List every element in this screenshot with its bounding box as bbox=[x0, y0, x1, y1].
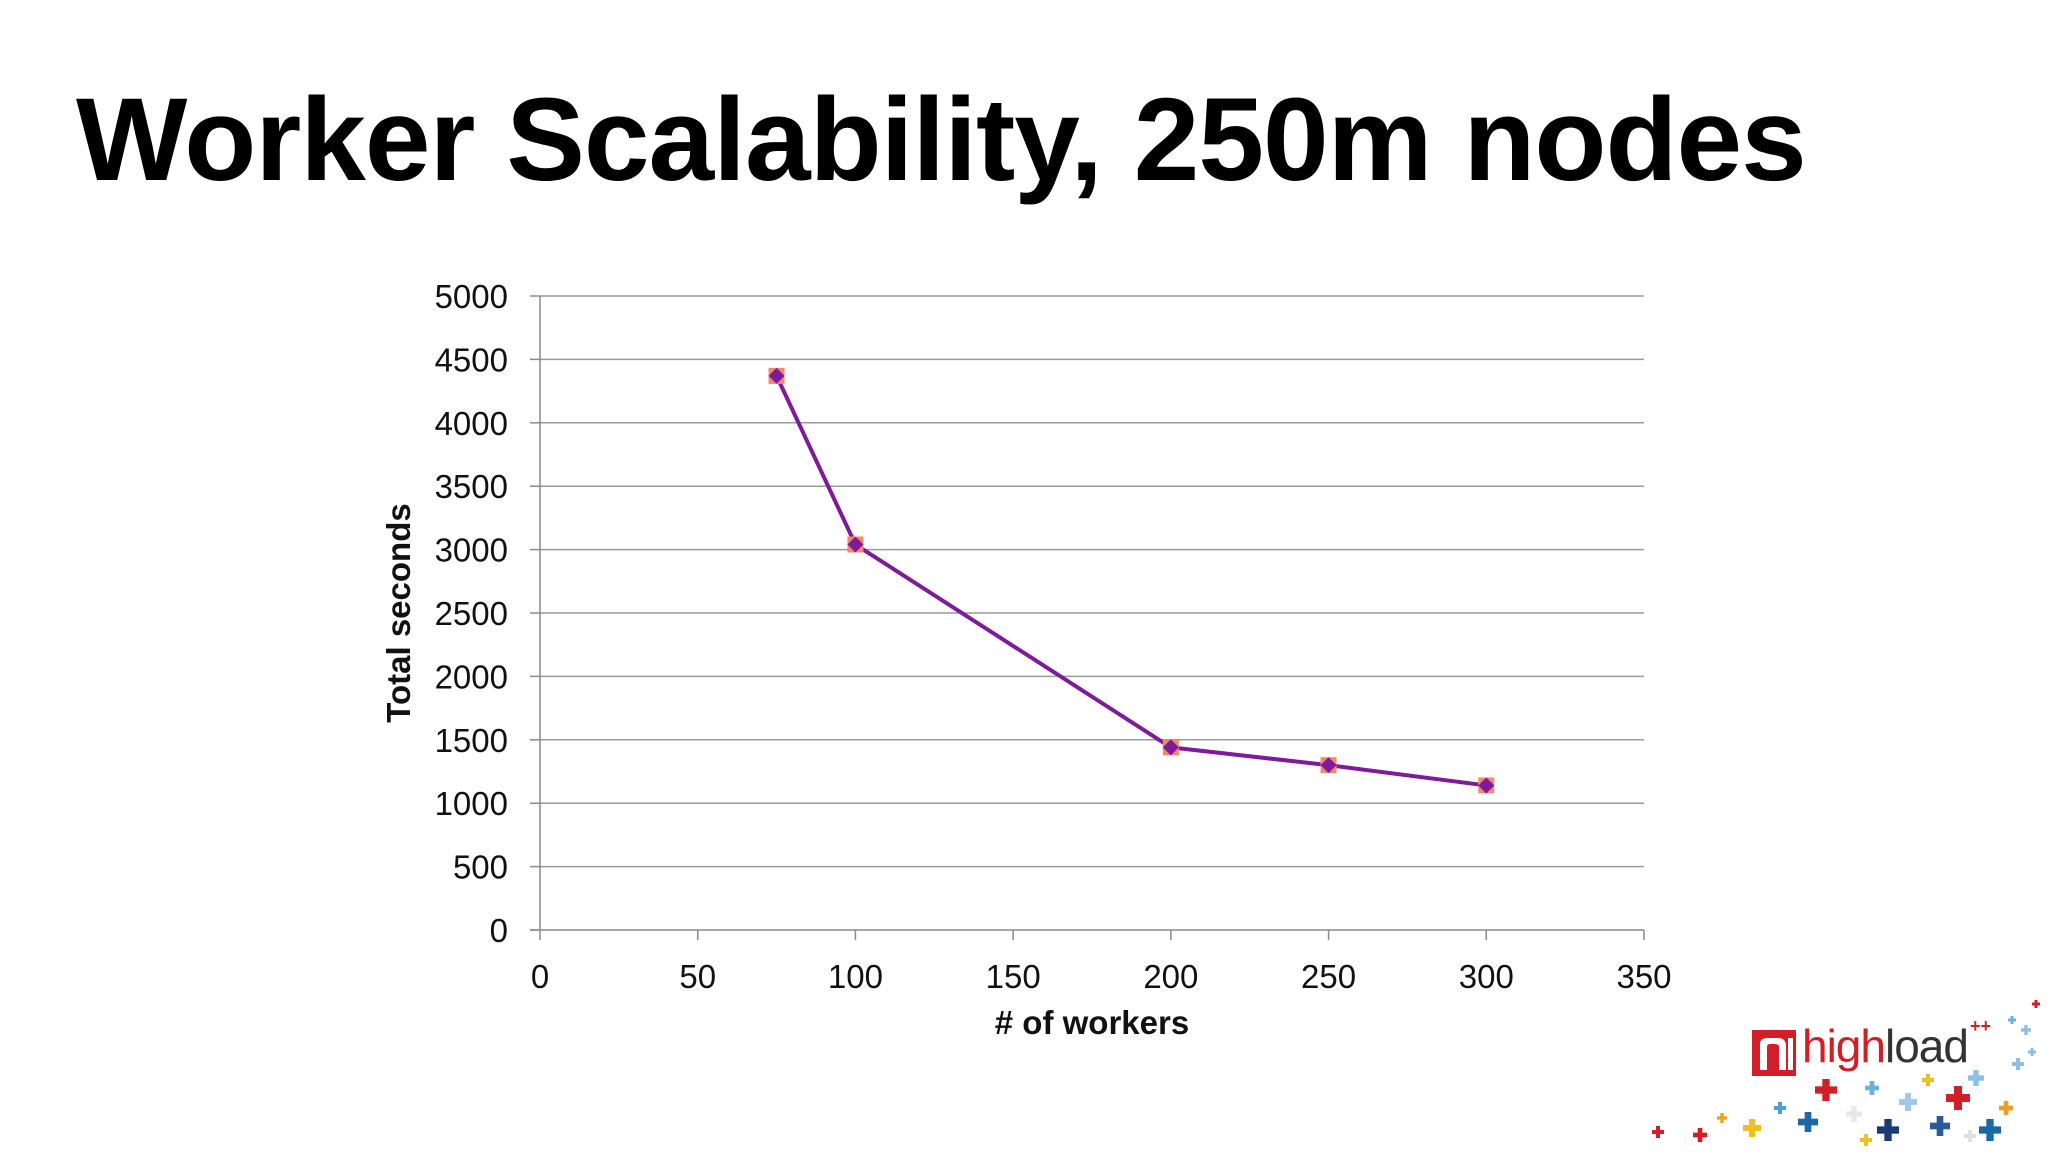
x-tick-label: 250 bbox=[1301, 958, 1356, 995]
deco-cross-v-7 bbox=[1851, 1106, 1857, 1122]
y-tick-label: 0 bbox=[490, 912, 508, 949]
y-tick-label: 4000 bbox=[435, 405, 508, 442]
deco-cross-v-1 bbox=[1697, 1128, 1703, 1142]
deco-cross-v-16 bbox=[2003, 1101, 2009, 1115]
deco-cross-v-21 bbox=[2030, 1048, 2034, 1056]
y-tick-label: 5000 bbox=[435, 278, 508, 315]
deco-cross-v-20 bbox=[2010, 1016, 2014, 1024]
y-tick-labels: 0 500 1000 1500 2000 2500 3000 3500 4000 4500 5000 bbox=[435, 278, 508, 949]
data-point-diamond-0 bbox=[768, 367, 785, 384]
series-line-0 bbox=[774, 375, 1487, 788]
axes bbox=[530, 295, 1645, 940]
deco-cross-v-5 bbox=[1804, 1112, 1812, 1132]
y-axis-title: Total seconds bbox=[380, 503, 417, 722]
deco-cross-v-8 bbox=[1869, 1081, 1875, 1095]
y-tick-label: 3000 bbox=[435, 532, 508, 569]
x-tick-label: 100 bbox=[828, 958, 883, 995]
deco-cross-v-22 bbox=[1968, 1130, 1972, 1142]
y-tick-label: 2500 bbox=[435, 595, 508, 632]
deco-cross-v-15 bbox=[1986, 1119, 1994, 1141]
data-point-diamond-3 bbox=[1320, 757, 1337, 774]
logo-text: highload bbox=[1802, 1016, 1969, 1076]
deco-cross-v-19 bbox=[2034, 1000, 2038, 1008]
x-tick-label: 300 bbox=[1459, 958, 1514, 995]
slide-title: Worker Scalability, 250m nodes bbox=[76, 74, 1807, 206]
logo-text-suffix: load bbox=[1884, 1020, 1969, 1072]
deco-cross-v-3 bbox=[1749, 1119, 1755, 1137]
y-tick-label: 3500 bbox=[435, 468, 508, 505]
y-tick-label: 1500 bbox=[435, 722, 508, 759]
x-tick-label: 150 bbox=[986, 958, 1041, 995]
deco-cross-v-6 bbox=[1822, 1079, 1830, 1101]
deco-cross-v-4 bbox=[1778, 1102, 1782, 1114]
x-tick-labels: 0 50 100 150 200 250 300 350 bbox=[531, 958, 1672, 995]
x-tick-label: 50 bbox=[679, 958, 716, 995]
x-tick-label: 200 bbox=[1143, 958, 1198, 995]
y-tick-label: 1000 bbox=[435, 785, 508, 822]
logo-text-prefix: high bbox=[1802, 1020, 1886, 1072]
deco-cross-v-17 bbox=[2016, 1058, 2020, 1070]
deco-cross-v-13 bbox=[1954, 1086, 1962, 1110]
y-tick-label: 4500 bbox=[435, 341, 508, 378]
deco-cross-v-12 bbox=[1936, 1116, 1944, 1136]
data-point-diamond-1 bbox=[847, 536, 864, 553]
deco-cross-v-23 bbox=[1864, 1134, 1868, 1146]
x-tick-label: 0 bbox=[531, 958, 549, 995]
decorative-crosses bbox=[1652, 1000, 2040, 1146]
deco-cross-v-9 bbox=[1884, 1119, 1892, 1141]
deco-cross-v-14 bbox=[1973, 1070, 1979, 1086]
logo-superscript: ++ bbox=[1969, 1016, 1991, 1036]
gridlines bbox=[540, 295, 1644, 868]
x-tick-label: 350 bbox=[1616, 958, 1671, 995]
x-axis-title: # of workers bbox=[995, 1004, 1189, 1041]
deco-cross-v-2 bbox=[1720, 1113, 1724, 1123]
y-tick-label: 500 bbox=[453, 849, 508, 886]
series bbox=[768, 367, 1495, 794]
deco-cross-v-0 bbox=[1656, 1126, 1660, 1138]
highload-logo: highload ++ bbox=[1752, 1016, 1991, 1076]
data-point-diamond-4 bbox=[1478, 777, 1495, 794]
y-tick-label: 2000 bbox=[435, 658, 508, 695]
highload-logo-icon bbox=[1752, 1030, 1796, 1076]
deco-cross-v-11 bbox=[1926, 1074, 1930, 1086]
data-point-diamond-2 bbox=[1162, 739, 1179, 756]
deco-cross-v-18 bbox=[2024, 1025, 2028, 1035]
deco-cross-v-10 bbox=[1905, 1093, 1911, 1111]
